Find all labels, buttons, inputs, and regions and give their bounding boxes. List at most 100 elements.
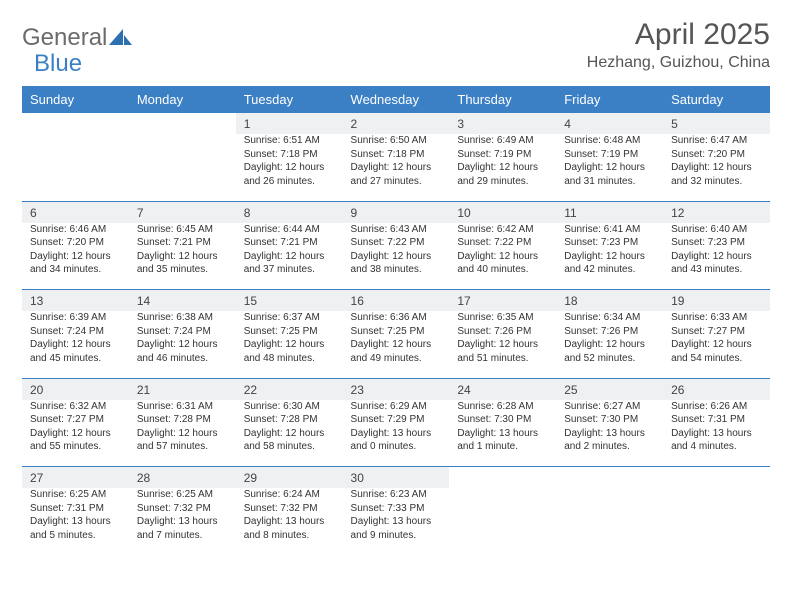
daylight-line: Daylight: 13 hours and 9 minutes. — [351, 515, 442, 542]
day-header: Sunday — [22, 86, 129, 113]
day-number: 12 — [663, 202, 770, 223]
sunset-line: Sunset: 7:22 PM — [457, 236, 548, 250]
week-row: 27Sunrise: 6:25 AMSunset: 7:31 PMDayligh… — [22, 467, 770, 555]
sunrise-line: Sunrise: 6:34 AM — [564, 311, 655, 325]
day-content: Sunrise: 6:26 AMSunset: 7:31 PMDaylight:… — [663, 400, 770, 458]
daylight-line: Daylight: 12 hours and 51 minutes. — [457, 338, 548, 365]
day-cell: 2Sunrise: 6:50 AMSunset: 7:18 PMDaylight… — [343, 113, 450, 201]
day-cell: 23Sunrise: 6:29 AMSunset: 7:29 PMDayligh… — [343, 379, 450, 467]
daylight-line: Daylight: 13 hours and 5 minutes. — [30, 515, 121, 542]
day-number: 2 — [343, 113, 450, 134]
day-cell — [22, 113, 129, 201]
title-block: April 2025 Hezhang, Guizhou, China — [587, 18, 770, 72]
day-header: Saturday — [663, 86, 770, 113]
day-number: 20 — [22, 379, 129, 400]
sunset-line: Sunset: 7:23 PM — [671, 236, 762, 250]
daylight-line: Daylight: 12 hours and 34 minutes. — [30, 250, 121, 277]
sunrise-line: Sunrise: 6:23 AM — [351, 488, 442, 502]
sunset-line: Sunset: 7:28 PM — [244, 413, 335, 427]
day-cell: 28Sunrise: 6:25 AMSunset: 7:32 PMDayligh… — [129, 467, 236, 555]
daylight-line: Daylight: 12 hours and 46 minutes. — [137, 338, 228, 365]
sunset-line: Sunset: 7:24 PM — [137, 325, 228, 339]
daylight-line: Daylight: 12 hours and 45 minutes. — [30, 338, 121, 365]
sunset-line: Sunset: 7:18 PM — [351, 148, 442, 162]
sunset-line: Sunset: 7:27 PM — [30, 413, 121, 427]
day-cell: 3Sunrise: 6:49 AMSunset: 7:19 PMDaylight… — [449, 113, 556, 201]
day-number: 8 — [236, 202, 343, 223]
day-number: 28 — [129, 467, 236, 488]
sunrise-line: Sunrise: 6:44 AM — [244, 223, 335, 237]
day-number: 25 — [556, 379, 663, 400]
day-cell: 11Sunrise: 6:41 AMSunset: 7:23 PMDayligh… — [556, 202, 663, 290]
day-header: Tuesday — [236, 86, 343, 113]
sunrise-line: Sunrise: 6:32 AM — [30, 400, 121, 414]
day-content: Sunrise: 6:25 AMSunset: 7:32 PMDaylight:… — [129, 488, 236, 546]
sunset-line: Sunset: 7:23 PM — [564, 236, 655, 250]
day-content: Sunrise: 6:39 AMSunset: 7:24 PMDaylight:… — [22, 311, 129, 369]
logo-text-1: General — [22, 24, 107, 52]
day-cell: 29Sunrise: 6:24 AMSunset: 7:32 PMDayligh… — [236, 467, 343, 555]
daylight-line: Daylight: 13 hours and 2 minutes. — [564, 427, 655, 454]
sunset-line: Sunset: 7:19 PM — [457, 148, 548, 162]
sunrise-line: Sunrise: 6:46 AM — [30, 223, 121, 237]
week-row: 20Sunrise: 6:32 AMSunset: 7:27 PM Dayligh… — [22, 379, 770, 467]
sunset-line: Sunset: 7:31 PM — [671, 413, 762, 427]
day-cell: 8Sunrise: 6:44 AMSunset: 7:21 PMDaylight… — [236, 202, 343, 290]
day-content: Sunrise: 6:50 AMSunset: 7:18 PMDaylight:… — [343, 134, 450, 192]
sunset-line: Sunset: 7:32 PM — [244, 502, 335, 516]
logo-sail-icon — [109, 27, 133, 52]
day-content: Sunrise: 6:40 AMSunset: 7:23 PMDaylight:… — [663, 223, 770, 281]
day-content: Sunrise: 6:25 AMSunset: 7:31 PMDaylight:… — [22, 488, 129, 546]
sunset-line: Sunset: 7:20 PM — [30, 236, 121, 250]
sunset-line: Sunset: 7:26 PM — [457, 325, 548, 339]
sunset-line: Sunset: 7:21 PM — [244, 236, 335, 250]
day-content: Sunrise: 6:37 AMSunset: 7:25 PMDaylight:… — [236, 311, 343, 369]
day-number: 15 — [236, 290, 343, 311]
daylight-line: Daylight: 12 hours and 27 minutes. — [351, 161, 442, 188]
daylight-line: Daylight: 12 hours and 37 minutes. — [244, 250, 335, 277]
day-content: Sunrise: 6:33 AMSunset: 7:27 PMDaylight:… — [663, 311, 770, 369]
logo-text-2: Blue — [34, 50, 82, 78]
day-content: Sunrise: 6:23 AMSunset: 7:33 PMDaylight:… — [343, 488, 450, 546]
day-content: Sunrise: 6:28 AMSunset: 7:30 PMDaylight:… — [449, 400, 556, 458]
sunrise-line: Sunrise: 6:31 AM — [137, 400, 228, 414]
day-number: 17 — [449, 290, 556, 311]
day-cell: 27Sunrise: 6:25 AMSunset: 7:31 PMDayligh… — [22, 467, 129, 555]
sunset-line: Sunset: 7:21 PM — [137, 236, 228, 250]
day-content: Sunrise: 6:49 AMSunset: 7:19 PMDaylight:… — [449, 134, 556, 192]
day-number: 18 — [556, 290, 663, 311]
day-cell: 24Sunrise: 6:28 AMSunset: 7:30 PMDayligh… — [449, 379, 556, 467]
week-row: 6Sunrise: 6:46 AMSunset: 7:20 PMDaylight… — [22, 202, 770, 290]
day-content: Sunrise: 6:41 AMSunset: 7:23 PMDaylight:… — [556, 223, 663, 281]
sunrise-line: Sunrise: 6:24 AM — [244, 488, 335, 502]
day-content: Sunrise: 6:46 AMSunset: 7:20 PMDaylight:… — [22, 223, 129, 281]
sunrise-line: Sunrise: 6:41 AM — [564, 223, 655, 237]
header: General Blue April 2025 Hezhang, Guizhou… — [22, 18, 770, 72]
sunrise-line: Sunrise: 6:30 AM — [244, 400, 335, 414]
sunset-line: Sunset: 7:29 PM — [351, 413, 442, 427]
day-number: 22 — [236, 379, 343, 400]
day-number: 24 — [449, 379, 556, 400]
calendar-head: SundayMondayTuesdayWednesdayThursdayFrid… — [22, 86, 770, 113]
day-content: Sunrise: 6:38 AMSunset: 7:24 PMDaylight:… — [129, 311, 236, 369]
day-content: Sunrise: 6:42 AMSunset: 7:22 PMDaylight:… — [449, 223, 556, 281]
day-number: 13 — [22, 290, 129, 311]
day-content: Sunrise: 6:47 AMSunset: 7:20 PMDaylight:… — [663, 134, 770, 192]
day-cell: 12Sunrise: 6:40 AMSunset: 7:23 PMDayligh… — [663, 202, 770, 290]
daylight-line: Daylight: 12 hours and 48 minutes. — [244, 338, 335, 365]
day-cell: 16Sunrise: 6:36 AMSunset: 7:25 PMDayligh… — [343, 290, 450, 378]
day-number: 30 — [343, 467, 450, 488]
sunrise-line: Sunrise: 6:40 AM — [671, 223, 762, 237]
day-header: Thursday — [449, 86, 556, 113]
logo: General — [22, 24, 135, 52]
day-cell: 18Sunrise: 6:34 AMSunset: 7:26 PMDayligh… — [556, 290, 663, 378]
daylight-line: Daylight: 13 hours and 7 minutes. — [137, 515, 228, 542]
day-number: 7 — [129, 202, 236, 223]
sunrise-line: Sunrise: 6:38 AM — [137, 311, 228, 325]
calendar-body: 1Sunrise: 6:51 AMSunset: 7:18 PMDaylight… — [22, 113, 770, 555]
day-content: Sunrise: 6:45 AMSunset: 7:21 PMDaylight:… — [129, 223, 236, 281]
day-cell: 10Sunrise: 6:42 AMSunset: 7:22 PMDayligh… — [449, 202, 556, 290]
logo-line2: Blue — [34, 50, 82, 78]
sunset-line: Sunset: 7:19 PM — [564, 148, 655, 162]
sunset-line: Sunset: 7:31 PM — [30, 502, 121, 516]
